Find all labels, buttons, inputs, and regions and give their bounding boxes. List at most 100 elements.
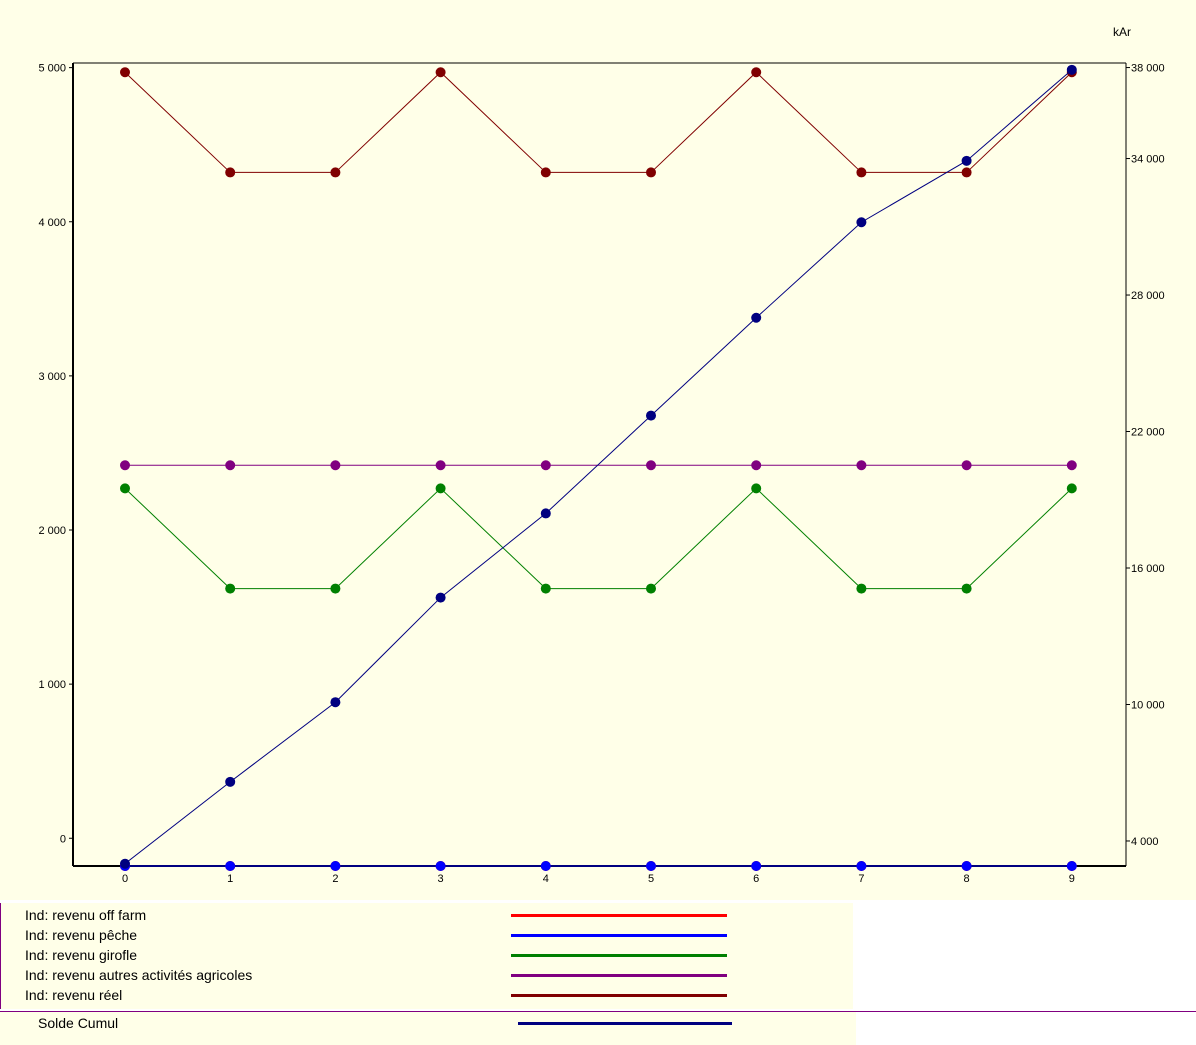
data-point — [856, 217, 867, 228]
data-point — [961, 460, 972, 471]
legend-label: Ind: revenu réel — [25, 987, 123, 1003]
data-point — [961, 583, 972, 594]
legend-divider — [0, 1011, 1196, 1012]
y-left-tick-label: 3 000 — [38, 371, 66, 383]
data-point — [435, 460, 446, 471]
x-tick-label: 9 — [1069, 873, 1075, 885]
data-point — [120, 67, 130, 78]
y-right-tick-label: 22 000 — [1131, 427, 1165, 439]
data-point — [225, 167, 236, 178]
data-point — [330, 460, 341, 471]
data-point — [435, 67, 446, 78]
y-left-tick-label: 4 000 — [38, 217, 66, 229]
data-point — [120, 460, 130, 471]
data-point — [856, 460, 867, 471]
data-point — [1066, 483, 1077, 494]
y-right-tick-label: 10 000 — [1131, 699, 1165, 711]
data-point — [120, 483, 130, 494]
legend-entry: Solde Cumul — [0, 1013, 850, 1033]
series-4 — [120, 67, 1077, 178]
line-chart: 0 1 000 2 000 3 000 4 000 5 000 4 000 10 000 16 … — [38, 25, 1164, 885]
data-point — [751, 67, 762, 78]
data-point — [225, 776, 236, 787]
data-point — [225, 460, 236, 471]
legend-entry: Ind: revenu réel — [1, 985, 851, 1005]
series-5 — [120, 64, 1077, 869]
legend-label: Solde Cumul — [38, 1015, 119, 1031]
data-point — [961, 155, 972, 166]
legend-entry: Ind: revenu girofle — [1, 945, 851, 965]
legend-swatch — [511, 954, 727, 957]
y-left-tick-label: 5 000 — [38, 63, 66, 75]
data-point — [540, 861, 551, 871]
y-left-tick-label: 0 — [60, 833, 66, 845]
legend-swatch — [511, 974, 727, 977]
legend-label: Ind: revenu autres activités agricoles — [25, 967, 253, 983]
data-point — [646, 460, 656, 471]
x-tick-label: 5 — [648, 873, 654, 885]
legend-label: Ind: revenu pêche — [25, 927, 138, 943]
x-tick-label: 1 — [227, 873, 233, 885]
legend-panel: Ind: revenu off farm Ind: revenu pêche Ind… — [0, 903, 853, 1009]
data-point — [540, 508, 551, 519]
data-point — [540, 167, 551, 178]
legend-entry: Ind: revenu autres activités agricoles — [1, 965, 851, 985]
data-point — [856, 167, 867, 178]
data-point — [330, 167, 341, 178]
data-point — [646, 410, 656, 421]
chart-panel: 0 1 000 2 000 3 000 4 000 5 000 4 000 10 000 16 … — [0, 0, 1196, 900]
x-tick-label: 6 — [753, 873, 759, 885]
data-point — [646, 861, 656, 871]
x-tick-label: 2 — [332, 873, 338, 885]
data-point — [751, 861, 762, 871]
data-point — [856, 583, 867, 594]
legend-label: Ind: revenu off farm — [25, 907, 147, 923]
y-left-tick-label: 1 000 — [38, 679, 66, 691]
data-point — [225, 583, 236, 594]
series-1 — [120, 861, 1077, 871]
data-point — [646, 167, 656, 178]
chart-labels: 0 1 000 2 000 3 000 4 000 5 000 4 000 10 000 16 … — [38, 25, 1164, 885]
x-tick-label: 0 — [122, 873, 128, 885]
data-point — [751, 312, 762, 323]
data-point — [120, 858, 130, 869]
data-point — [330, 583, 341, 594]
x-tick-label: 7 — [858, 873, 864, 885]
series-3 — [120, 460, 1077, 471]
data-point — [225, 861, 236, 871]
data-point — [646, 583, 656, 594]
series-line — [124, 487, 1073, 590]
legend-swatch — [518, 1022, 732, 1025]
legend-entry: Ind: revenu pêche — [1, 925, 851, 945]
series-line — [124, 71, 1073, 173]
data-point — [751, 460, 762, 471]
data-point — [751, 483, 762, 494]
data-point — [856, 861, 867, 871]
legend-panel-secondary: Solde Cumul — [0, 1012, 856, 1045]
data-point — [961, 167, 972, 178]
data-point — [330, 697, 341, 708]
data-point — [1066, 861, 1077, 871]
y-right-tick-label: 34 000 — [1131, 154, 1165, 166]
data-point — [1066, 64, 1077, 75]
series-2 — [120, 483, 1077, 594]
y-left-tick-label: 2 000 — [38, 525, 66, 537]
y-right-axis-label: kAr — [1113, 25, 1131, 39]
y-right-tick-label: 16 000 — [1131, 563, 1165, 575]
data-point — [1066, 460, 1077, 471]
x-tick-label: 3 — [438, 873, 444, 885]
y-right-tick-label: 28 000 — [1131, 290, 1165, 302]
x-tick-label: 4 — [543, 873, 549, 885]
legend-label: Ind: revenu girofle — [25, 947, 138, 963]
data-point — [540, 583, 551, 594]
chart-series — [120, 64, 1077, 871]
legend-swatch — [511, 934, 727, 937]
data-point — [540, 460, 551, 471]
data-point — [330, 861, 341, 871]
legend-entry: Ind: revenu off farm — [1, 905, 851, 925]
legend-swatch — [511, 994, 727, 997]
x-tick-label: 8 — [964, 873, 970, 885]
data-point — [435, 592, 446, 603]
data-point — [961, 861, 972, 871]
series-line — [124, 69, 1073, 865]
